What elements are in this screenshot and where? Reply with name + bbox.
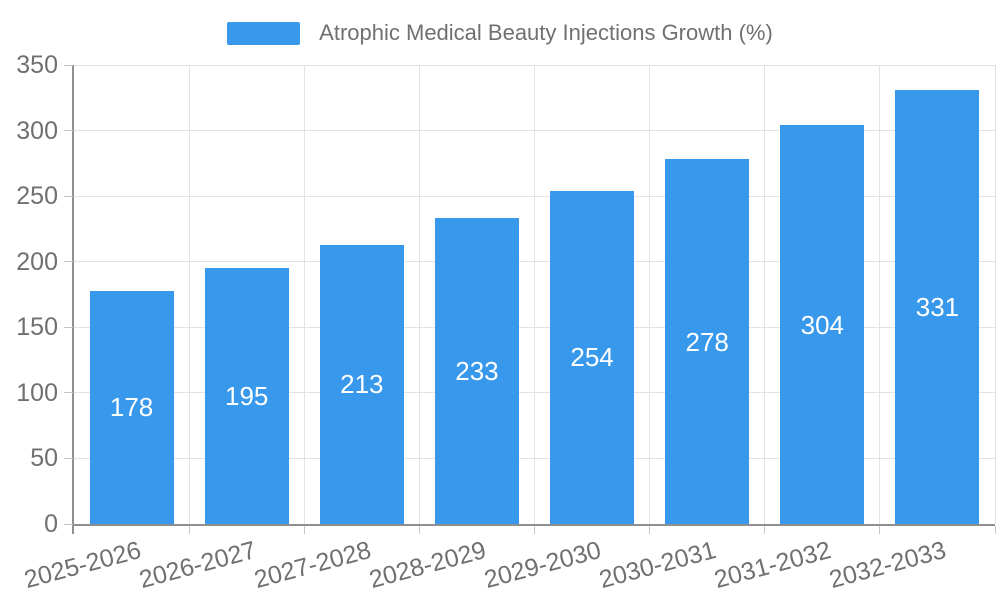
y-axis-line: [72, 65, 74, 534]
y-tick-mark: [64, 195, 73, 197]
y-tick-label: 200: [16, 247, 58, 276]
x-axis-line: [72, 524, 995, 526]
chart-legend[interactable]: Atrophic Medical Beauty Injections Growt…: [0, 20, 1000, 46]
y-tick-label: 150: [16, 313, 58, 342]
y-tick-mark: [64, 523, 73, 525]
v-gridline: [879, 65, 881, 524]
y-tick-label: 250: [16, 182, 58, 211]
x-tick-mark: [764, 526, 766, 534]
x-tick-mark: [879, 526, 881, 534]
plot-area: 178 195 213 233 254 278 304 331: [74, 64, 996, 524]
y-tick-mark: [64, 326, 73, 328]
x-tick-mark: [303, 526, 305, 534]
bar-2025-2026[interactable]: 178: [89, 290, 174, 524]
v-gridline: [188, 65, 190, 524]
y-tick-mark: [64, 64, 73, 66]
bar-2026-2027[interactable]: 195: [204, 268, 289, 524]
bar-value-label: 213: [340, 369, 384, 400]
x-tick-mark: [418, 526, 420, 534]
y-tick-label: 0: [44, 510, 58, 538]
v-gridline: [649, 65, 651, 524]
legend-label: Atrophic Medical Beauty Injections Growt…: [319, 20, 773, 45]
bar-value-label: 233: [455, 356, 499, 387]
bar-value-label: 254: [570, 342, 614, 373]
bar-value-label: 304: [800, 309, 844, 340]
bar-2032-2033[interactable]: 331: [895, 89, 980, 524]
bar-2031-2032[interactable]: 304: [780, 125, 865, 524]
bar-2029-2030[interactable]: 254: [550, 190, 635, 524]
x-tick-mark: [994, 526, 996, 534]
y-tick-mark: [64, 392, 73, 394]
y-tick-label: 50: [30, 444, 58, 473]
y-tick-mark: [64, 457, 73, 459]
bar-value-label: 178: [109, 392, 154, 423]
y-tick-label: 100: [16, 378, 58, 407]
v-gridline: [764, 65, 766, 524]
y-tick-label: 300: [16, 116, 58, 145]
v-gridline: [994, 65, 996, 524]
y-tick-mark: [64, 130, 73, 132]
bar-value-label: 278: [685, 326, 729, 357]
v-gridline: [303, 65, 305, 524]
bar-value-label: 195: [224, 381, 269, 412]
bar-2028-2029[interactable]: 233: [434, 218, 519, 524]
bar-2030-2031[interactable]: 278: [665, 159, 750, 524]
y-tick-label: 350: [16, 51, 58, 79]
y-tick-mark: [64, 261, 73, 263]
x-tick-mark: [649, 526, 651, 534]
bar-value-label: 331: [915, 291, 960, 322]
bar-2027-2028[interactable]: 213: [319, 244, 404, 524]
x-tick-mark: [188, 526, 190, 534]
v-gridline: [534, 65, 535, 524]
x-tick-mark: [534, 526, 535, 534]
v-gridline: [418, 65, 420, 524]
legend-swatch-icon: [227, 21, 301, 45]
